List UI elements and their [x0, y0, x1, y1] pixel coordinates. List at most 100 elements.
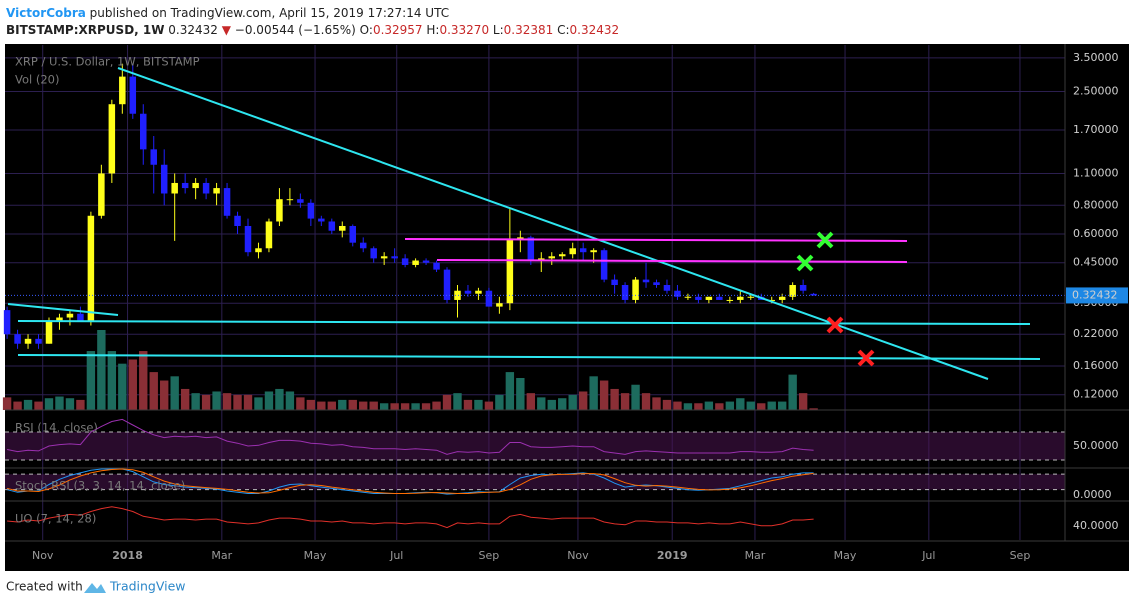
trend-line [7, 303, 119, 316]
support-line [17, 354, 1041, 360]
o-value: 0.32957 [373, 23, 423, 37]
volume-bar [149, 372, 158, 410]
volume-bar [65, 398, 75, 410]
symbol: BITSTAMP:XRPUSD, 1W [6, 23, 164, 37]
volume-bar [683, 403, 693, 410]
volume-bar [505, 372, 515, 410]
volume-bar [568, 394, 577, 410]
plot: Nov 2018 Mar May Jul Sep Nov 2019 Mar May Jul Sep 3.… [2, 44, 1129, 562]
candle-body [14, 334, 21, 344]
footer-brand[interactable]: TradingView [109, 579, 186, 594]
volume-bar [13, 401, 22, 410]
x-tick-label: May [834, 549, 857, 562]
candle-body [726, 299, 734, 301]
volume-bar [809, 408, 818, 410]
volume-bar [170, 376, 179, 410]
published: published on TradingView.com, April 15, … [86, 6, 449, 20]
h-value: 0.33270 [439, 23, 489, 37]
volume-bar [23, 399, 33, 410]
band-fill [5, 474, 1065, 490]
volume-bar [694, 403, 703, 410]
y-tick-label: 0.60000 [1073, 227, 1119, 240]
volume-bar [778, 401, 787, 410]
volume-bar [736, 398, 745, 410]
c-value: 0.32432 [570, 23, 620, 37]
x-tick-label: 2019 [657, 549, 688, 562]
volume-bar [631, 384, 640, 410]
candle-body [129, 76, 137, 114]
author[interactable]: VictorCobra [6, 6, 86, 20]
volume-bar [379, 403, 389, 410]
x-tick-label: Nov [567, 549, 589, 562]
candle-body [674, 290, 681, 297]
volume-bar [589, 376, 598, 410]
candle-body [213, 188, 220, 194]
volume-bar [201, 394, 211, 410]
y-tick-label: 2.50000 [1073, 84, 1119, 97]
volume-bar [421, 403, 431, 410]
volume-bar [180, 388, 190, 410]
volume-bar [212, 391, 221, 410]
x-tick-label: Jul [921, 549, 935, 562]
indicator-label: UO (7, 14, 28) [15, 512, 96, 526]
volume-bar [704, 401, 714, 410]
x-tick-label: 2018 [112, 549, 143, 562]
candle-body [307, 202, 315, 219]
volume-bar [442, 394, 452, 410]
stoch-d-line [6, 468, 814, 494]
candle-body [716, 296, 723, 300]
candle-body [653, 282, 660, 286]
candle-body [328, 221, 336, 231]
volume-bar [578, 391, 588, 410]
band-fill [5, 432, 1065, 460]
candle-body [632, 279, 639, 300]
volume-bar [526, 393, 535, 410]
candle-body [119, 76, 126, 105]
volume-bar [139, 351, 148, 410]
logo [84, 583, 106, 593]
volume-bar [285, 391, 295, 410]
volume-bar [474, 399, 483, 410]
volume-bar [610, 388, 619, 410]
volume-bar [620, 393, 630, 410]
volume-bar [641, 393, 651, 410]
volume-bar [348, 399, 357, 410]
candle-body [192, 182, 199, 189]
candle-body [810, 293, 817, 296]
volume-bar [432, 401, 441, 410]
trend-line [117, 67, 989, 380]
volume-bar [191, 393, 200, 410]
candle-body [339, 225, 346, 231]
candle-body [558, 254, 566, 257]
volume-bar [767, 401, 776, 410]
l-value: 0.32381 [504, 23, 554, 37]
volume-bar [400, 403, 410, 410]
volume-bar [233, 394, 242, 410]
volume-bar [264, 391, 274, 410]
red-x [826, 316, 875, 367]
resistance-line [436, 259, 908, 263]
volume-bar [76, 399, 85, 410]
candle-body [171, 182, 178, 194]
candle-body [590, 250, 597, 253]
volume-bar [254, 397, 263, 410]
h-label: H: [423, 23, 440, 37]
chart-title: XRP / U.S. Dollar, 1W, BITSTAMP [15, 55, 200, 69]
candle-body [318, 218, 325, 222]
l-label: L: [489, 23, 504, 37]
volume-bar [296, 397, 305, 410]
candle-body [600, 250, 608, 280]
arrow: ▼ [222, 23, 232, 37]
x-tick-label: May [304, 549, 327, 562]
indicator-label: Stoch RSI (3, 3, 14, 14, close) [15, 479, 185, 493]
volume-bar [107, 351, 117, 410]
volume-bar [369, 401, 378, 410]
candle-body [87, 215, 95, 322]
candle-body [286, 199, 294, 201]
candle-body [747, 296, 755, 298]
candle-body [359, 242, 367, 249]
candle-body [202, 182, 210, 194]
volume-bar [411, 403, 420, 410]
candle-body [45, 321, 53, 344]
footer-background [0, 571, 1129, 605]
